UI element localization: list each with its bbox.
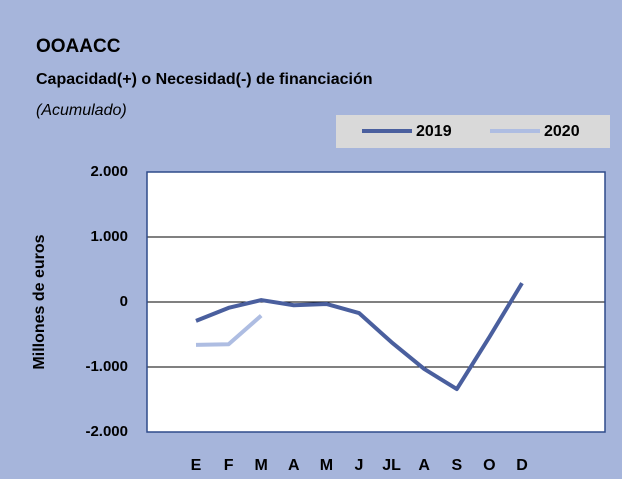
y-tick-label: -2.000 xyxy=(85,423,128,440)
series-line xyxy=(195,314,263,347)
chart-note: (Acumulado) xyxy=(36,102,127,119)
y-tick-label: 2.000 xyxy=(90,163,128,180)
series-line xyxy=(195,282,524,392)
legend-label: 2020 xyxy=(544,123,580,140)
x-tick-label: J xyxy=(355,457,364,474)
y-tick-label: 1.000 xyxy=(90,228,128,245)
x-tick-label: O xyxy=(483,457,495,474)
x-tick-label: S xyxy=(451,457,462,474)
plot-border xyxy=(146,171,606,433)
x-tick-label: M xyxy=(255,457,268,474)
legend-label: 2019 xyxy=(416,123,452,140)
x-tick-label: JL xyxy=(382,457,401,474)
chart-title: OOAACC xyxy=(36,36,121,57)
y-tick-label: 0 xyxy=(120,293,128,310)
x-tick-label: A xyxy=(288,457,300,474)
x-tick-label: F xyxy=(224,457,234,474)
x-tick-label: E xyxy=(191,457,202,474)
x-tick-label: D xyxy=(516,457,528,474)
x-tick-label: A xyxy=(418,457,430,474)
x-tick-label: M xyxy=(320,457,333,474)
y-tick-label: -1.000 xyxy=(85,358,128,375)
y-axis-label: Millones de euros xyxy=(31,234,48,369)
chart-subtitle: Capacidad(+) o Necesidad(-) de financiac… xyxy=(36,71,373,88)
